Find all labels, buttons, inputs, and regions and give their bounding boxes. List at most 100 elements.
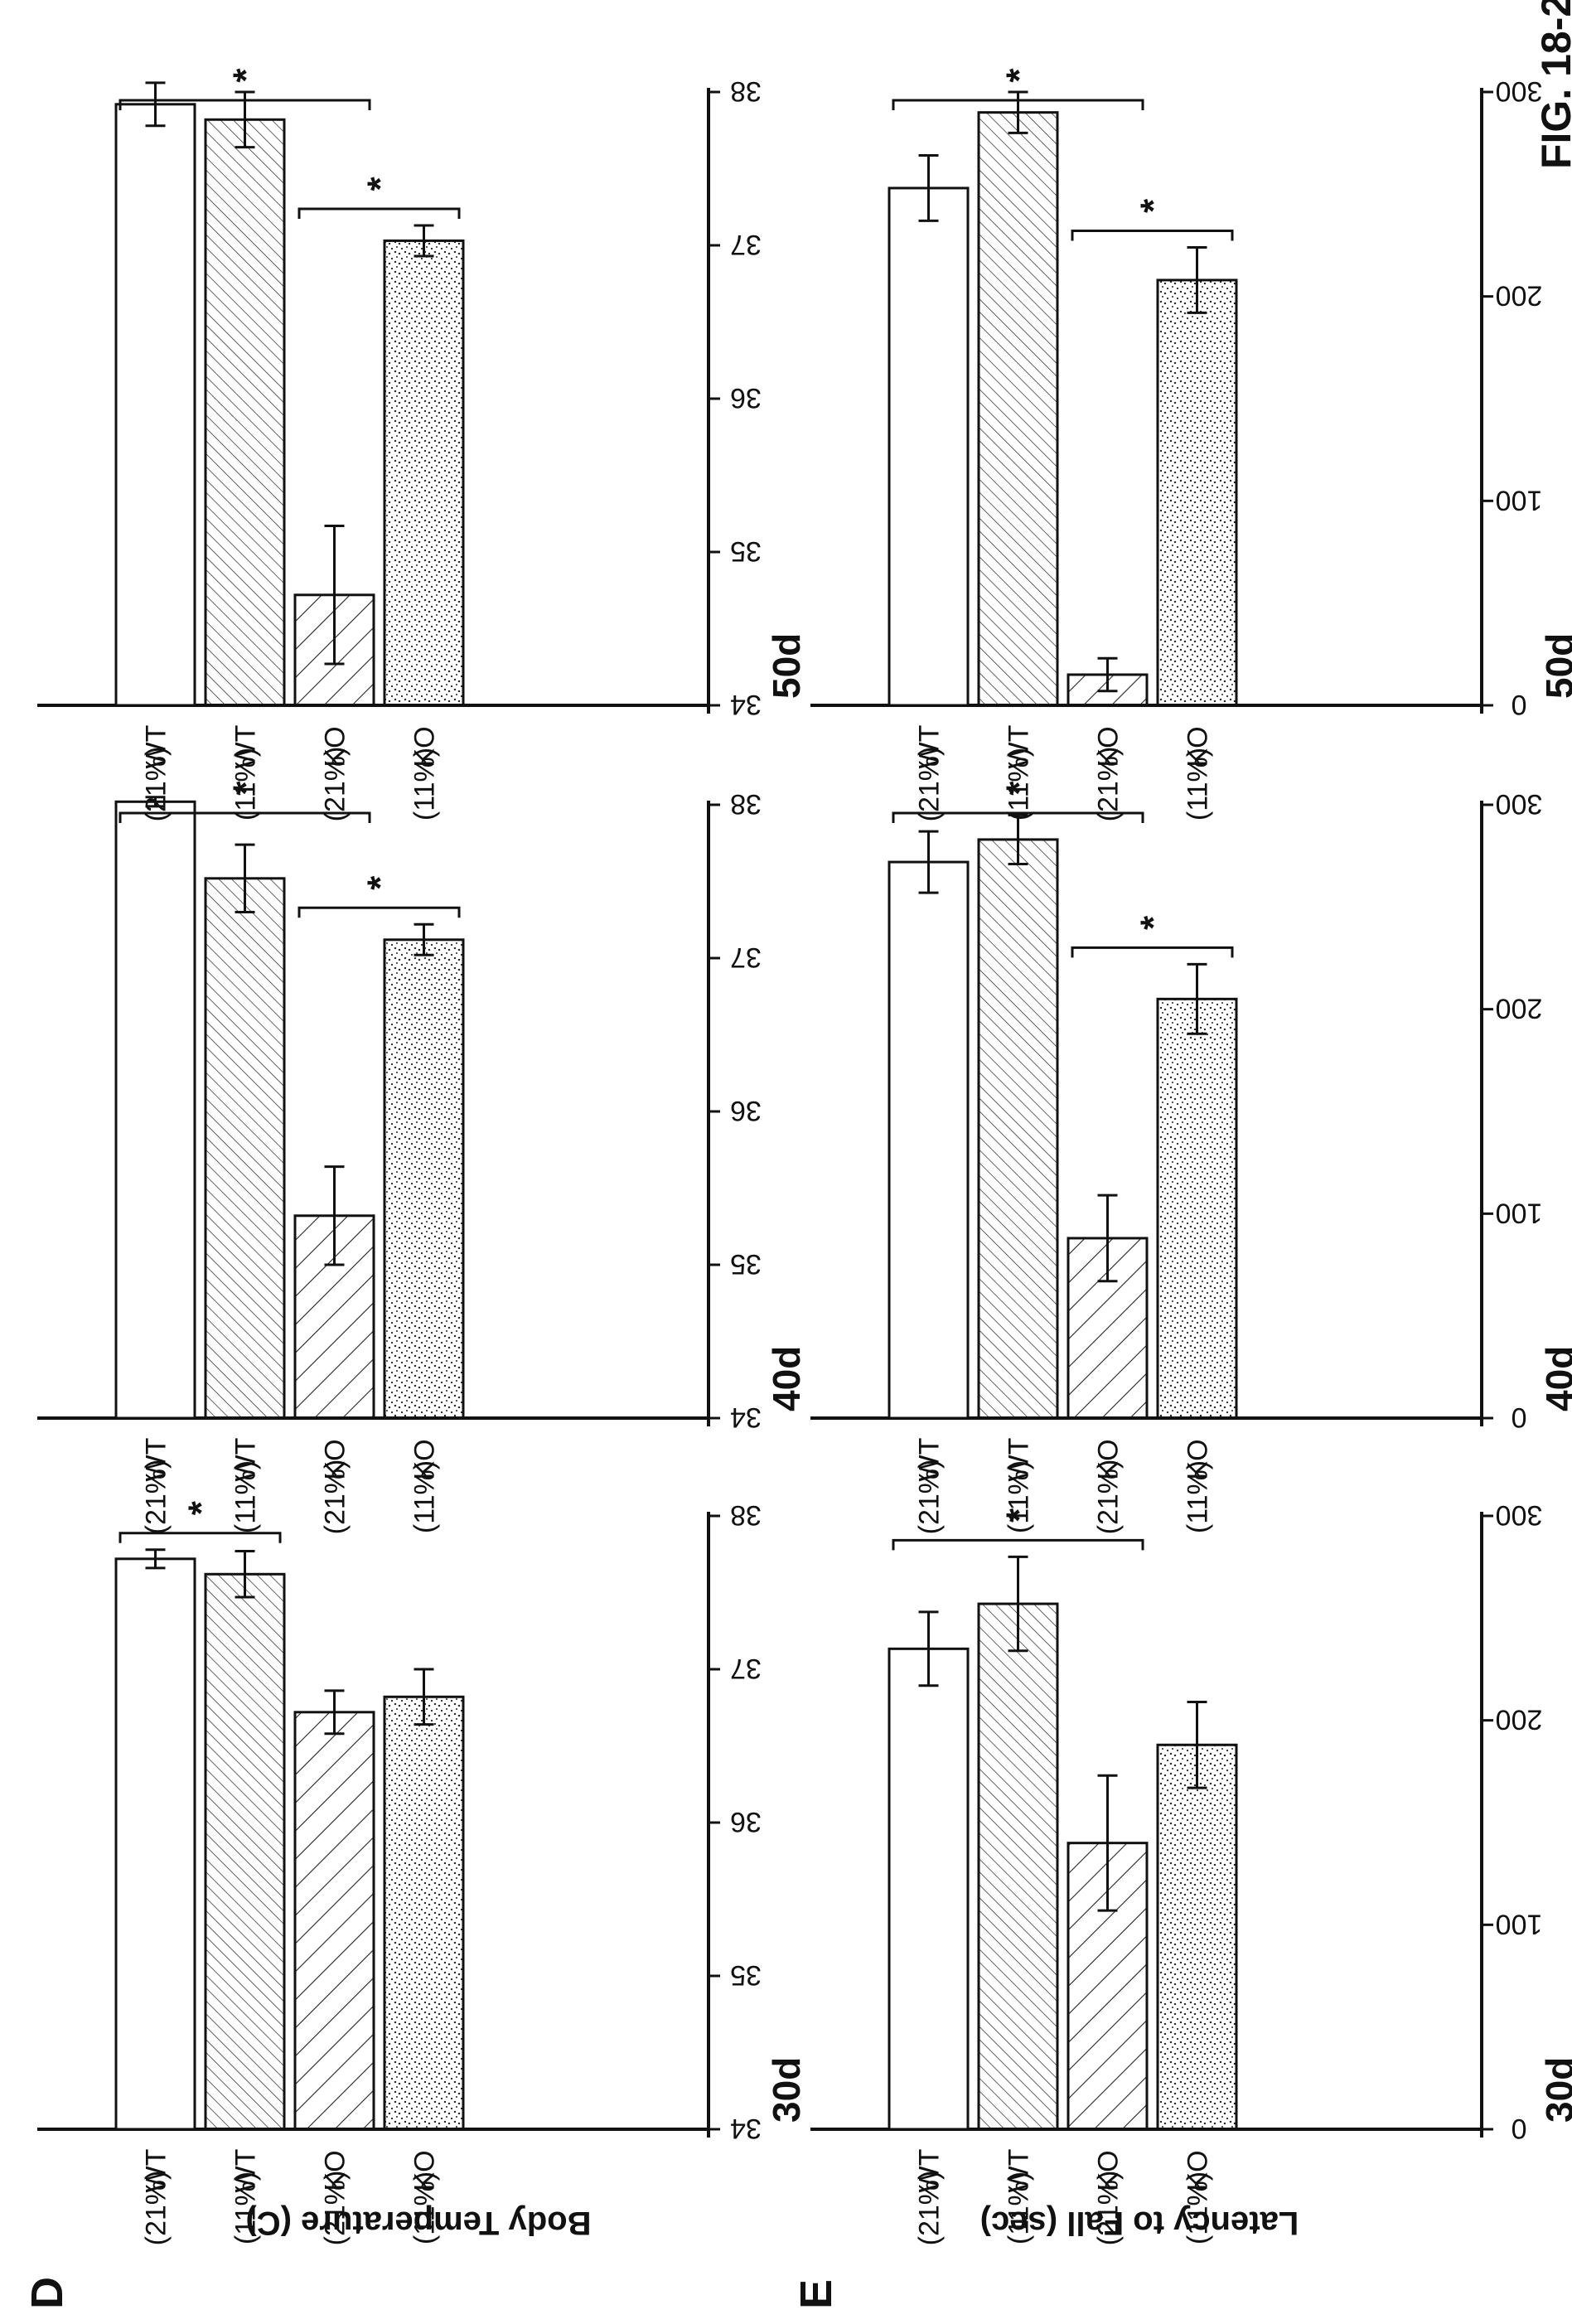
chart-title: 40d	[1538, 1346, 1572, 1411]
value-tick-label: 200	[1496, 280, 1543, 312]
category-sublabel: (21%)	[141, 2171, 172, 2246]
value-tick-label: 100	[1496, 1197, 1543, 1228]
panel-label-e: E	[791, 2279, 841, 2309]
category-sublabel: (11%)	[1004, 2171, 1035, 2244]
bar-wt-11	[204, 1572, 286, 2131]
y-axis-label-e: Latency to Fall (sec)	[980, 2205, 1299, 2241]
category-sublabel: (11%)	[409, 748, 441, 821]
bar-wt-21	[114, 103, 196, 707]
category-sublabel: (11%)	[409, 1460, 441, 1533]
bar-ko-11	[383, 1695, 465, 2131]
significance-bracket	[1071, 229, 1234, 241]
category-label: KO	[320, 2150, 351, 2191]
value-tick-label: 200	[1496, 993, 1543, 1024]
category-label: KO	[409, 2150, 441, 2191]
significance-star: *	[999, 781, 1040, 796]
value-tick-label: 34	[730, 2113, 762, 2144]
bar-wt-11	[977, 111, 1059, 707]
category-label: WT	[141, 2149, 172, 2193]
category-label: WT	[1004, 1438, 1035, 1482]
value-tick-label: 300	[1496, 1499, 1543, 1531]
category-sublabel: (11%)	[409, 2171, 441, 2244]
category-label: WT	[1004, 725, 1035, 769]
significance-star: *	[226, 68, 267, 83]
value-tick-label: 300	[1496, 788, 1543, 820]
category-label: WT	[914, 1438, 946, 1482]
significance-star: *	[360, 177, 401, 191]
category-sublabel: (21%)	[141, 747, 172, 822]
value-tick-label: 34	[730, 689, 762, 720]
bar-wt-11	[977, 1602, 1059, 2131]
category-label: KO	[1093, 1439, 1125, 1479]
significance-bracket	[1071, 946, 1234, 958]
category-sublabel: (21%)	[914, 747, 946, 822]
value-tick-label: 100	[1496, 1908, 1543, 1939]
value-tick-label: 36	[730, 1095, 762, 1126]
value-tick-label: 37	[730, 942, 762, 973]
category-sublabel: (21%)	[1093, 1460, 1125, 1535]
bar-ko-11	[383, 239, 465, 707]
bar-wt-21	[888, 1647, 970, 2131]
panel-label-d: D	[22, 2277, 72, 2309]
bar-wt-21	[888, 860, 970, 1420]
value-tick-label: 0	[1512, 2113, 1527, 2144]
significance-bracket	[119, 811, 371, 823]
category-sublabel: (21%)	[1093, 2171, 1125, 2246]
category-label: KO	[1093, 2150, 1125, 2191]
significance-bracket	[119, 1532, 282, 1543]
chart-title: 50d	[1538, 633, 1572, 699]
category-label: KO	[1183, 726, 1214, 767]
bar-wt-21	[888, 186, 970, 707]
y-axis-label-d: Body Temperature (C)	[245, 2205, 591, 2241]
category-sublabel: (21%)	[914, 2171, 946, 2246]
category-label: KO	[1093, 726, 1125, 767]
value-tick-label: 200	[1496, 1704, 1543, 1736]
category-sublabel: (11%)	[1183, 1460, 1214, 1533]
category-sublabel: (21%)	[914, 1460, 946, 1535]
value-tick-label: 38	[730, 75, 762, 107]
category-sublabel: (21%)	[320, 747, 351, 822]
bar-wt-11	[204, 118, 286, 707]
category-sublabel: (21%)	[1093, 747, 1125, 822]
significance-star: *	[999, 68, 1040, 83]
category-sublabel: (21%)	[141, 1460, 172, 1535]
value-tick-label: 38	[730, 788, 762, 820]
value-tick-label: 38	[730, 1499, 762, 1531]
category-sublabel: (11%)	[230, 1460, 262, 1533]
category-label: KO	[1183, 2150, 1214, 2191]
significance-star: *	[999, 1508, 1040, 1523]
significance-bracket	[892, 99, 1144, 110]
category-sublabel: (11%)	[1004, 1460, 1035, 1533]
bar-wt-11	[977, 838, 1059, 1420]
category-label: WT	[141, 1438, 172, 1482]
category-sublabel: (21%)	[320, 1460, 351, 1535]
value-tick-label: 37	[730, 1653, 762, 1684]
significance-star: *	[1134, 198, 1174, 213]
value-tick-label: 34	[730, 1402, 762, 1433]
significance-bracket	[297, 906, 461, 918]
significance-bracket	[119, 99, 371, 110]
category-label: WT	[914, 725, 946, 769]
bar-wt-21	[114, 800, 196, 1420]
significance-star: *	[1134, 915, 1174, 930]
category-label: KO	[320, 726, 351, 767]
value-tick-label: 300	[1496, 75, 1543, 107]
significance-star: *	[181, 1500, 222, 1515]
value-tick-label: 35	[730, 535, 762, 567]
value-tick-label: 35	[730, 1248, 762, 1280]
category-sublabel: (11%)	[230, 748, 262, 821]
significance-star: *	[360, 875, 401, 890]
category-label: WT	[230, 1438, 262, 1482]
value-tick-label: 36	[730, 1806, 762, 1837]
category-label: KO	[409, 726, 441, 767]
category-sublabel: (11%)	[1183, 748, 1214, 821]
category-sublabel: (11%)	[1004, 748, 1035, 821]
